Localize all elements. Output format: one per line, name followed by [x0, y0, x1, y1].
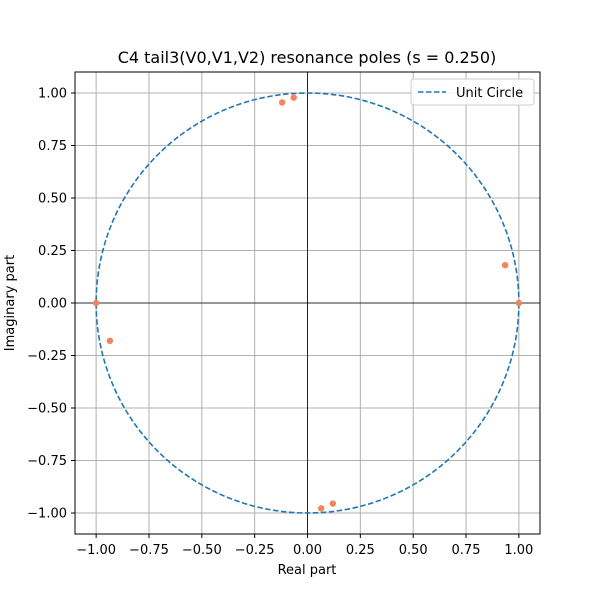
- x-tick-label-8: 1.00: [504, 543, 533, 558]
- x-tick-label-0: −1.00: [76, 543, 116, 558]
- x-tick-label-6: 0.50: [399, 543, 428, 558]
- zero-lines: [75, 72, 540, 534]
- x-tick-label-1: −0.75: [129, 543, 169, 558]
- x-tick-label-4: 0.00: [293, 543, 322, 558]
- x-tick-label-7: 0.75: [452, 543, 481, 558]
- pole-point-0: [278, 99, 286, 106]
- x-tick-label-5: 0.25: [346, 543, 375, 558]
- x-axis-label: Real part: [278, 563, 337, 578]
- pole-point-3: [515, 299, 523, 307]
- x-ticks: −1.00 −0.75 −0.50 −0.25 0.00 0.25 0.50 0.75 1.00: [76, 534, 533, 558]
- chart-title: C4 tail3(V0,V1,V2) resonance poles (s = …: [118, 48, 497, 67]
- y-tick-label-8: 1.00: [38, 87, 67, 102]
- y-tick-label-3: −0.25: [27, 349, 67, 364]
- pole-point-7: [329, 500, 337, 507]
- legend-label-unit-circle: Unit Circle: [456, 86, 523, 101]
- y-tick-label-2: −0.50: [27, 402, 67, 417]
- pole-point-1: [290, 94, 297, 101]
- x-tick-label-2: −0.50: [182, 543, 222, 558]
- legend-box: [410, 78, 535, 106]
- y-tick-label-7: 0.75: [38, 139, 67, 154]
- pole-point-4: [92, 299, 100, 307]
- y-tick-label-0: −1.00: [27, 507, 67, 522]
- y-tick-label-1: −0.75: [27, 454, 67, 469]
- legend: Unit Circle: [410, 78, 535, 106]
- y-axis-label: Imaginary part: [3, 255, 18, 351]
- pole-point-6: [318, 505, 325, 512]
- y-tick-label-4: 0.00: [38, 297, 67, 312]
- y-tick-label-6: 0.50: [38, 192, 67, 207]
- y-ticks: −1.00 −0.75 −0.50 −0.25 0.00 0.25 0.50 0.75 1.00: [27, 87, 75, 522]
- pole-point-5: [106, 337, 114, 344]
- pole-points: [92, 94, 523, 512]
- y-tick-label-5: 0.25: [38, 244, 67, 259]
- x-tick-label-3: −0.25: [235, 543, 275, 558]
- pole-point-2: [501, 262, 509, 269]
